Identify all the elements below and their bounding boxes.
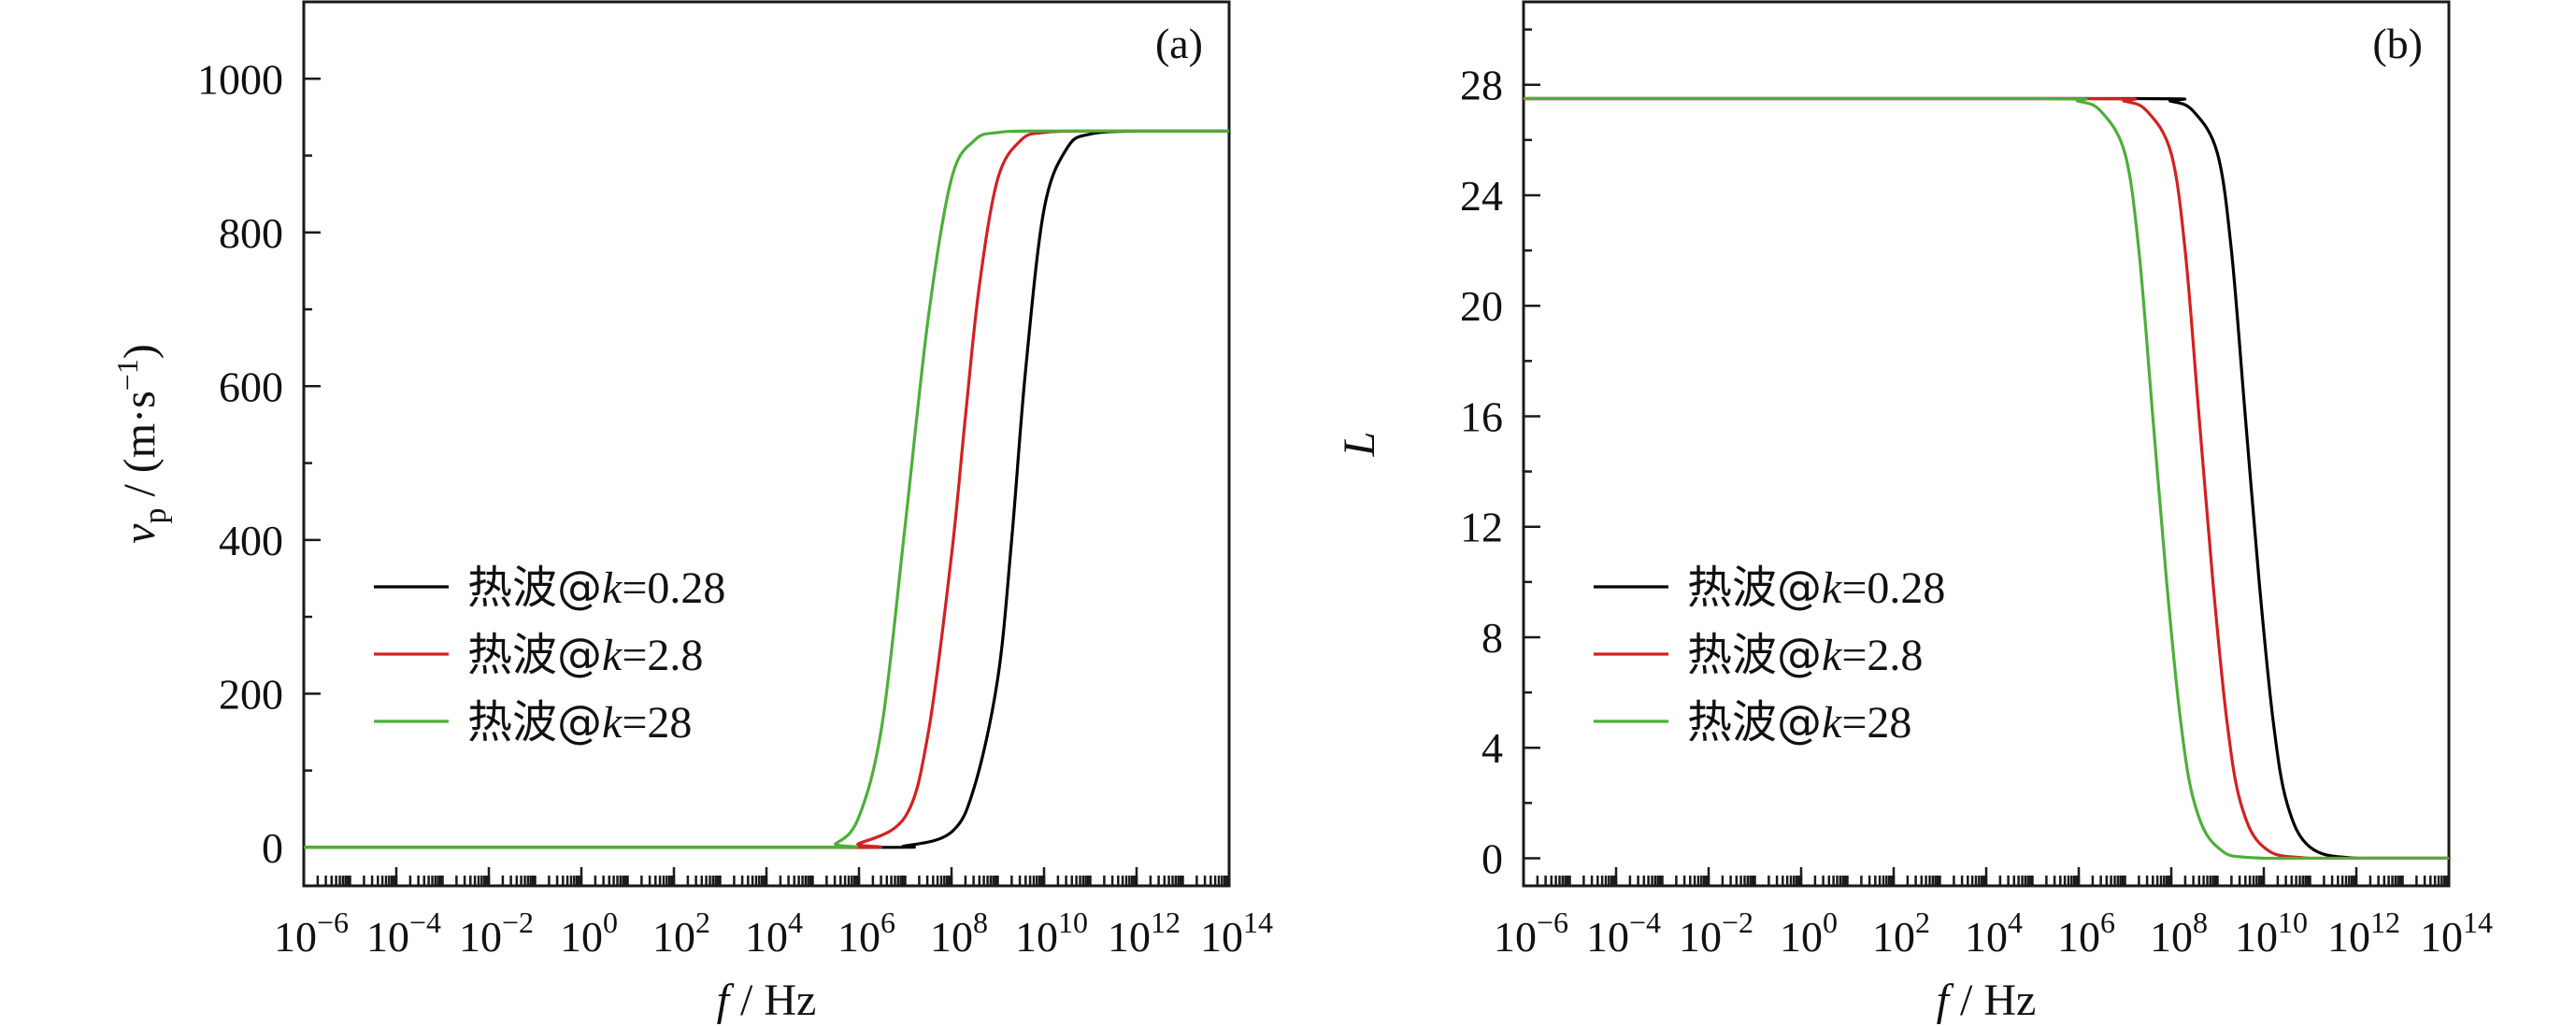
legend-entry: 热波@k=28 [467, 696, 692, 748]
panel-label: (a) [1155, 20, 1203, 67]
legend-entry: 热波@k=28 [1687, 696, 1911, 748]
x-tick-label: 1014 [2420, 905, 2493, 961]
x-tick-label: 10−6 [274, 905, 349, 961]
x-axis-label: f / Hz [717, 976, 817, 1025]
series-line [303, 129, 1229, 849]
x-tick-label: 1010 [1015, 905, 1088, 961]
x-tick-label: 10−2 [459, 905, 534, 961]
x-tick-label: 1012 [2327, 905, 2400, 961]
legend-entry: 热波@k=2.8 [467, 629, 703, 681]
x-tick-label: 1014 [1200, 905, 1273, 961]
series-line [303, 129, 1229, 849]
y-tick-label: 28 [1460, 62, 1503, 109]
y-tick-label: 0 [262, 824, 283, 872]
x-tick-label: 10−4 [366, 905, 441, 961]
plot-frame [1522, 0, 2451, 888]
x-tick-label: 10−6 [1494, 905, 1568, 961]
y-tick-label: 20 [1460, 282, 1503, 330]
y-axis-label: vp / (m·s−1) [110, 344, 173, 544]
x-tick-label: 106 [837, 905, 895, 961]
y-tick-label: 200 [219, 670, 283, 718]
series-line [1524, 96, 2449, 861]
legend-entry: 热波@k=2.8 [1687, 629, 1923, 681]
y-tick-label: 24 [1460, 172, 1503, 220]
x-tick-label: 100 [560, 905, 618, 961]
y-tick-label: 800 [219, 209, 283, 257]
panel-a: 0 200 400 600 800 1000 10−6 10−4 10−2 100 102 104 10… [110, 0, 1273, 1025]
y-axis-label: L [1335, 432, 1384, 458]
x-axis-label: f / Hz [1937, 976, 2037, 1025]
legend-entry: 热波@k=0.28 [467, 562, 725, 614]
x-tick-label: 108 [930, 905, 988, 961]
x-tick-label: 108 [2150, 905, 2208, 961]
x-tick-label: 1012 [1108, 905, 1181, 961]
y-tick-label: 16 [1460, 392, 1503, 440]
y-tick-label: 1000 [197, 55, 283, 103]
y-tick-label: 0 [1481, 834, 1503, 882]
x-tick-label: 106 [2057, 905, 2115, 961]
x-tick-label: 102 [1872, 905, 1930, 961]
x-tick-label: 100 [1780, 905, 1838, 961]
panel-b: 0 4 8 12 16 20 24 28 10−6 10−4 10−2 100 102 104 106 108… [1335, 0, 2493, 1025]
x-tick-label: 104 [745, 905, 803, 961]
legend-entry: 热波@k=0.28 [1687, 562, 1945, 614]
y-tick-label: 12 [1460, 504, 1503, 551]
y-tick-label: 8 [1481, 614, 1503, 662]
x-tick-label: 1010 [2235, 905, 2308, 961]
y-tick-label: 400 [219, 517, 283, 564]
x-tick-label: 104 [1965, 905, 2023, 961]
series-line [303, 129, 1229, 849]
x-tick-label: 10−2 [1679, 905, 1753, 961]
series-line [1524, 96, 2449, 861]
y-tick-label: 4 [1481, 724, 1503, 772]
panel-label: (b) [2372, 20, 2423, 67]
y-tick-label: 600 [219, 363, 283, 410]
x-tick-label: 102 [652, 905, 710, 961]
series-line [1524, 96, 2449, 861]
x-tick-label: 10−4 [1586, 905, 1661, 961]
